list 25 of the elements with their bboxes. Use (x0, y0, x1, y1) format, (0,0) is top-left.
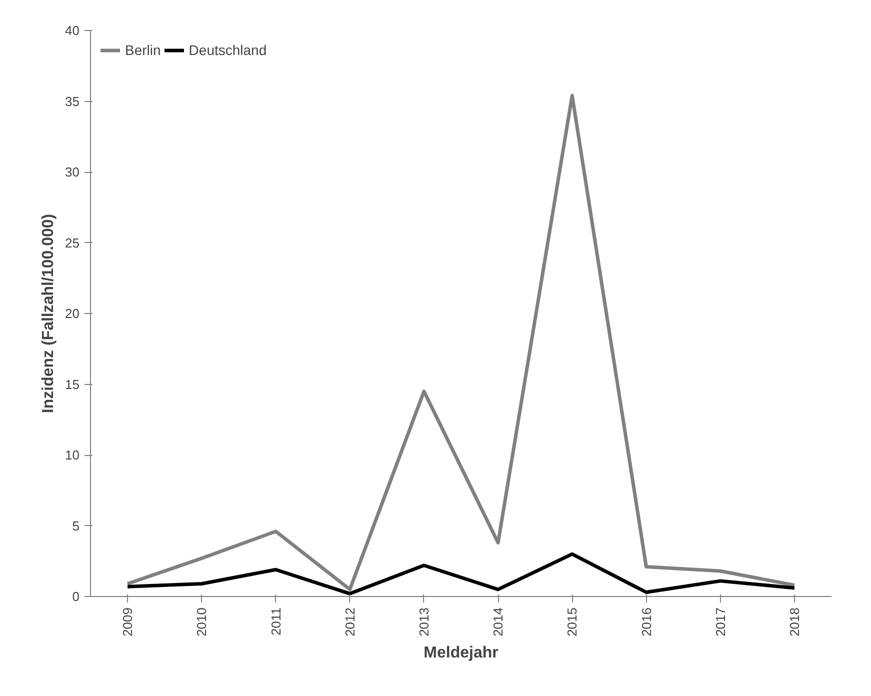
y-tick-label: 20 (65, 306, 80, 321)
x-tick-label: 2017 (712, 608, 728, 636)
line-series (126, 94, 796, 592)
y-tick-label: 30 (65, 164, 80, 180)
y-tick-label: 0 (72, 589, 80, 604)
y-tick-label: 5 (72, 518, 80, 534)
legend-label: Berlin (125, 42, 161, 58)
line-series (126, 552, 796, 596)
x-tick-label: 2018 (786, 608, 802, 636)
x-tick-label: 2011 (268, 607, 284, 636)
y-tick-label: 15 (65, 376, 80, 392)
y-tick-label: 10 (65, 448, 80, 462)
x-tick-label: 2009 (120, 608, 136, 636)
x-axis-title: Meldejahr (424, 644, 498, 662)
x-tick-label: 2016 (638, 608, 654, 636)
x-tick-label: 2013 (416, 608, 432, 636)
y-tick-label: 40 (65, 23, 80, 38)
y-tick-label: 35 (65, 94, 80, 109)
y-tick-label: 25 (65, 235, 80, 250)
x-tick-label: 2014 (490, 608, 506, 636)
x-tick-label: 2012 (342, 608, 358, 636)
x-tick-label: 2015 (564, 608, 580, 636)
x-tick-label: 2010 (194, 608, 210, 636)
y-axis-title: Inzidenz (Fallzahl/100.000) (40, 214, 58, 414)
legend-label: Deutschland (188, 42, 267, 58)
